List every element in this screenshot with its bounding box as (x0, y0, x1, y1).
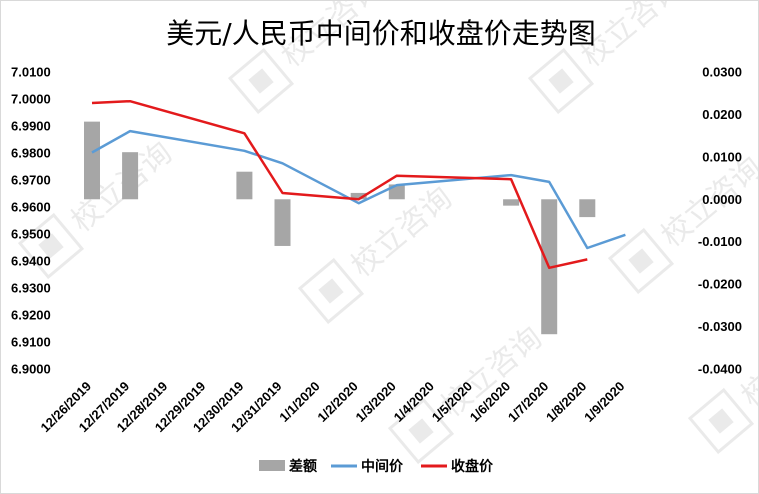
right-tick-label: -0.0300 (698, 319, 742, 334)
x-tick-label: 1/7/2020 (505, 379, 551, 425)
legend-label: 收盘价 (451, 458, 494, 475)
right-tick-label: 0.0300 (702, 65, 742, 80)
x-tick-label: 1/3/2020 (353, 379, 399, 425)
left-tick-label: 7.0100 (11, 65, 51, 80)
left-tick-label: 6.9100 (11, 335, 51, 350)
bar-12/30/2019 (236, 171, 253, 200)
right-tick-label: -0.0400 (698, 362, 742, 377)
x-axis: 12/26/201912/27/201912/28/201912/29/2019… (37, 379, 627, 436)
legend-swatch (259, 460, 285, 471)
bar-12/26/2019 (84, 121, 100, 200)
right-tick-label: -0.0200 (698, 277, 742, 292)
left-tick-label: 6.9700 (11, 173, 51, 188)
legend: 差额 中间价 收盘价 (259, 458, 494, 475)
left-tick-label: 6.9600 (11, 200, 51, 215)
bar-1/6/2020 (503, 199, 520, 206)
x-tick-label: 1/9/2020 (581, 379, 627, 425)
left-tick-label: 6.9800 (11, 146, 51, 161)
left-axis: 7.0100 7.0000 6.9900 6.9800 6.9700 6.9600 6.95… (11, 65, 51, 377)
right-tick-label: 0.0000 (702, 192, 742, 207)
series-line-中间价 (91, 129, 626, 250)
bar-12/27/2019 (122, 152, 139, 200)
legend-label: 差额 (289, 458, 317, 475)
right-axis: 0.0300 0.0200 0.0100 0.0000 -0.0100 -0.0200 -0… (698, 65, 742, 377)
x-tick-label: 1/1/2020 (276, 379, 322, 425)
line-series (91, 99, 626, 270)
right-tick-label: 0.0100 (702, 149, 742, 164)
left-tick-label: 6.9900 (11, 119, 51, 134)
x-tick-label: 1/4/2020 (391, 379, 437, 425)
left-tick-label: 6.9200 (11, 308, 51, 323)
chart-title: 美元/人民币中间价和收盘价走势图 (166, 17, 595, 50)
watermark-logo: 校立咨询 (607, 150, 758, 295)
bar-12/31/2019 (274, 199, 291, 246)
watermark-text: 校立咨询 (65, 135, 179, 239)
bar-1/8/2020 (579, 199, 596, 218)
legend-label: 中间价 (361, 458, 404, 475)
x-tick-label: 1/8/2020 (543, 379, 589, 425)
right-tick-label: 0.0200 (702, 107, 742, 122)
left-tick-label: 7.0000 (11, 92, 51, 107)
left-tick-label: 6.9300 (11, 281, 51, 296)
x-tick-label: 1/2/2020 (314, 379, 360, 425)
bar-1/2/2020 (350, 192, 367, 200)
watermark-logo: 校立咨询 (297, 180, 459, 325)
right-tick-label: -0.0100 (698, 234, 742, 249)
left-tick-label: 6.9500 (11, 227, 51, 242)
left-tick-label: 6.9000 (11, 362, 51, 377)
series-line-收盘价 (91, 99, 588, 270)
left-tick-label: 6.9400 (11, 254, 51, 269)
